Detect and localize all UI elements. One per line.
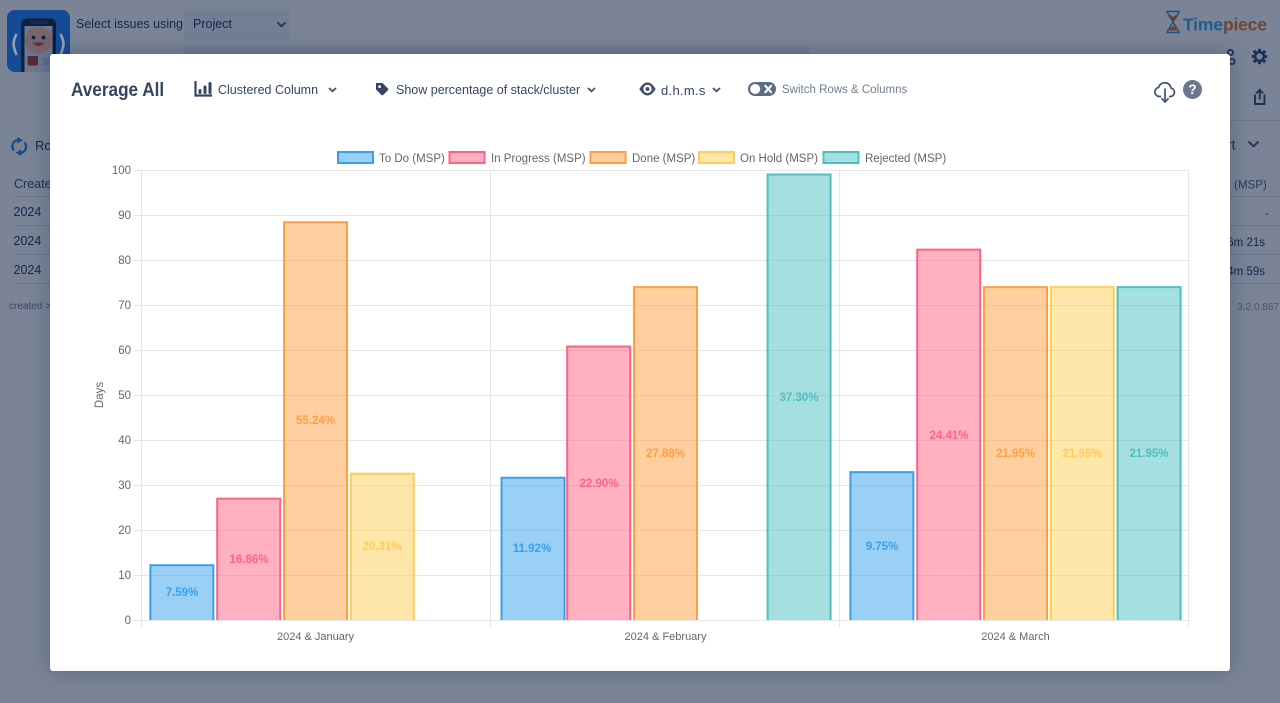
svg-text:piece: piece	[1223, 15, 1267, 35]
svg-text:2024 & March: 2024 & March	[981, 631, 1049, 643]
svg-text:2024 & February: 2024 & February	[625, 631, 707, 643]
svg-text:10: 10	[118, 570, 131, 582]
svg-text:Done (MSP): Done (MSP)	[632, 153, 695, 165]
svg-text:22.90%: 22.90%	[579, 478, 618, 490]
svg-text:90: 90	[118, 210, 131, 222]
svg-text:7.59%: 7.59%	[166, 587, 199, 599]
svg-text:To Do (MSP): To Do (MSP)	[379, 153, 445, 165]
svg-text:24.41%: 24.41%	[929, 430, 968, 442]
svg-text:20: 20	[118, 525, 131, 537]
svg-text:20.31%: 20.31%	[362, 541, 401, 553]
svg-text:6m 21s: 6m 21s	[1228, 237, 1265, 249]
svg-text:Days: Days	[94, 382, 106, 408]
svg-text:70: 70	[118, 300, 131, 312]
svg-text:27.88%: 27.88%	[646, 448, 685, 460]
svg-text:60: 60	[118, 345, 131, 357]
svg-text:Rejected (MSP): Rejected (MSP)	[865, 153, 946, 165]
svg-text:2024: 2024	[14, 234, 42, 248]
svg-text:created >: created >	[9, 301, 50, 312]
svg-text:Created: Created	[14, 177, 50, 191]
svg-text:55.24%: 55.24%	[296, 415, 335, 427]
svg-text:9.75%: 9.75%	[866, 541, 899, 553]
svg-text:4m 59s: 4m 59s	[1228, 266, 1265, 278]
svg-text:21.95%: 21.95%	[1062, 448, 1101, 460]
svg-text:3.2.0.867: 3.2.0.867	[1237, 302, 1279, 313]
svg-text:30: 30	[118, 480, 131, 492]
svg-text:| (MSP): | (MSP)	[1228, 180, 1267, 192]
svg-text:50: 50	[118, 390, 131, 402]
svg-text:rt: rt	[1228, 137, 1236, 153]
svg-text:2024: 2024	[14, 263, 42, 277]
svg-text:21.95%: 21.95%	[1129, 448, 1168, 460]
svg-text:In Progress (MSP): In Progress (MSP)	[491, 153, 586, 165]
svg-text:37.30%: 37.30%	[779, 392, 818, 404]
svg-text:40: 40	[118, 435, 131, 447]
svg-text:Ro: Ro	[35, 138, 50, 153]
svg-text:11.92%: 11.92%	[513, 543, 551, 555]
svg-text:80: 80	[118, 255, 131, 267]
svg-text:Time: Time	[1183, 15, 1223, 35]
svg-text:-: -	[1265, 206, 1269, 220]
svg-text:2024 & January: 2024 & January	[277, 631, 355, 643]
svg-text:On Hold (MSP): On Hold (MSP)	[740, 153, 818, 165]
svg-text:16.86%: 16.86%	[229, 554, 268, 566]
svg-text:0: 0	[125, 615, 131, 627]
svg-text:21.95%: 21.95%	[996, 448, 1035, 460]
svg-text:2024: 2024	[14, 205, 42, 219]
svg-text:100: 100	[112, 165, 131, 177]
